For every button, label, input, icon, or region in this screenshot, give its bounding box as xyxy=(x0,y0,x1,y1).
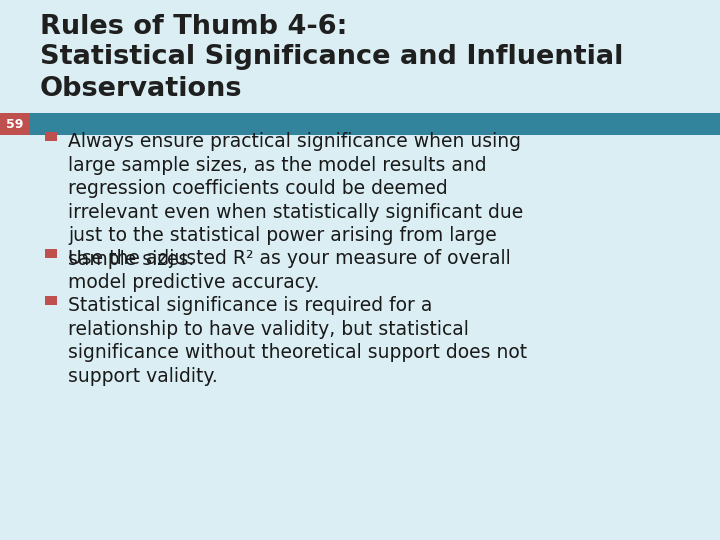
Text: Rules of Thumb 4-6:
Statistical Significance and Influential
Observations: Rules of Thumb 4-6: Statistical Signific… xyxy=(40,14,623,102)
Text: Use the adjusted R² as your measure of overall
model predictive accuracy.: Use the adjusted R² as your measure of o… xyxy=(68,249,511,292)
Bar xyxy=(45,132,57,140)
Bar xyxy=(45,249,57,258)
Bar xyxy=(0,113,720,135)
Text: 59: 59 xyxy=(6,118,24,131)
Text: Statistical significance is required for a
relationship to have validity, but st: Statistical significance is required for… xyxy=(68,296,528,386)
Bar xyxy=(0,113,30,135)
Bar xyxy=(45,296,57,305)
Text: Always ensure practical significance when using
large sample sizes, as the model: Always ensure practical significance whe… xyxy=(68,132,523,269)
